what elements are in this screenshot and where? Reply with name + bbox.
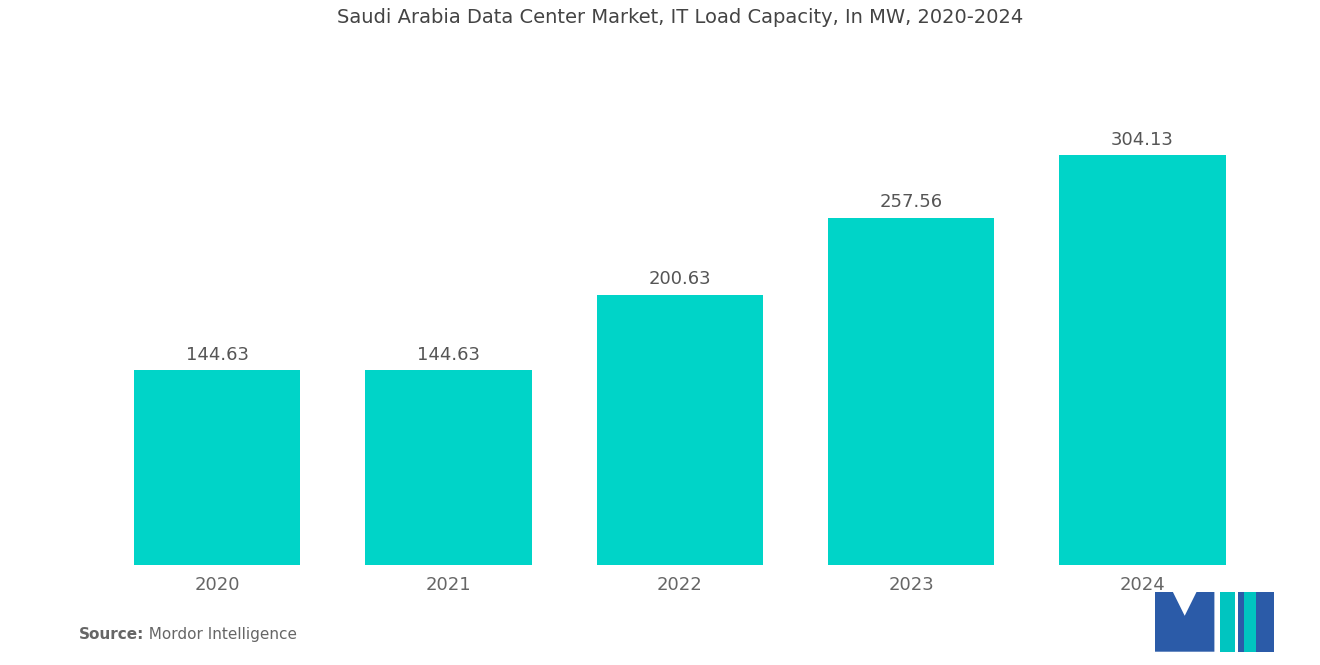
Bar — [366, 370, 532, 565]
Polygon shape — [1243, 592, 1257, 652]
Title: Saudi Arabia Data Center Market, IT Load Capacity, In MW, 2020-2024: Saudi Arabia Data Center Market, IT Load… — [337, 7, 1023, 27]
Bar — [597, 295, 763, 565]
Text: Mordor Intelligence: Mordor Intelligence — [139, 626, 297, 642]
Text: 144.63: 144.63 — [417, 346, 480, 364]
Text: 200.63: 200.63 — [648, 270, 711, 288]
Polygon shape — [1220, 592, 1236, 652]
Polygon shape — [1155, 592, 1214, 652]
Bar — [133, 370, 301, 565]
Bar — [828, 218, 994, 565]
Text: 144.63: 144.63 — [186, 346, 248, 364]
Text: Source:: Source: — [79, 626, 145, 642]
Text: 304.13: 304.13 — [1111, 131, 1173, 149]
Bar — [1059, 156, 1226, 565]
Text: 257.56: 257.56 — [879, 194, 942, 211]
Polygon shape — [1238, 592, 1274, 652]
